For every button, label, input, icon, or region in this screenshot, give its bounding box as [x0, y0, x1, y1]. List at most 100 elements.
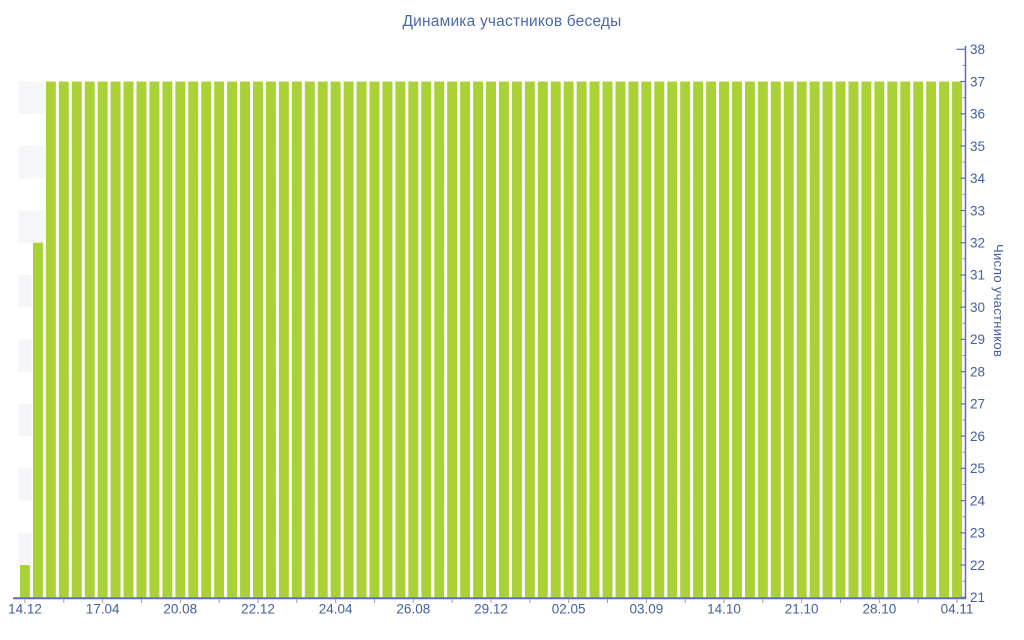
x-tick-label: 20.08	[163, 602, 197, 617]
bar[interactable]	[486, 81, 496, 598]
bar[interactable]	[201, 81, 212, 598]
x-tick-label: 21.10	[785, 602, 819, 617]
bar[interactable]	[317, 81, 328, 598]
y-tick-label: 33	[970, 203, 985, 218]
bar[interactable]	[602, 81, 613, 598]
bar[interactable]	[861, 81, 872, 598]
x-tick-label: 22.12	[241, 602, 275, 617]
bar[interactable]	[97, 81, 108, 598]
bar[interactable]	[952, 81, 962, 598]
y-tick-label: 32	[970, 236, 985, 251]
bar[interactable]	[136, 81, 147, 598]
y-tick-label: 24	[970, 493, 986, 508]
bar[interactable]	[926, 81, 937, 598]
bar[interactable]	[809, 81, 820, 598]
y-tick-label: 29	[970, 332, 985, 347]
y-tick-label: 22	[970, 558, 985, 573]
bar[interactable]	[563, 81, 574, 598]
y-tick-label: 30	[970, 300, 985, 315]
bar[interactable]	[227, 81, 238, 598]
bar[interactable]	[110, 81, 121, 598]
bar[interactable]	[291, 81, 302, 598]
bar[interactable]	[887, 81, 898, 598]
bar[interactable]	[680, 81, 691, 598]
bar[interactable]	[408, 81, 419, 598]
bar[interactable]	[356, 81, 367, 598]
bar[interactable]	[550, 81, 561, 598]
bar[interactable]	[576, 81, 587, 598]
bar[interactable]	[71, 81, 82, 598]
bar[interactable]	[913, 81, 924, 598]
bar[interactable]	[654, 81, 665, 598]
bar[interactable]	[770, 81, 781, 598]
bar[interactable]	[848, 81, 859, 598]
bar[interactable]	[278, 81, 289, 598]
bar[interactable]	[939, 81, 950, 598]
bar[interactable]	[498, 81, 509, 598]
bar[interactable]	[731, 81, 742, 598]
y-tick-label: 38	[970, 42, 985, 57]
y-tick-label: 27	[970, 397, 985, 412]
bar[interactable]	[783, 81, 794, 598]
bar[interactable]	[20, 565, 30, 598]
x-tick-label: 26.08	[396, 602, 430, 617]
bar[interactable]	[343, 81, 354, 598]
bar[interactable]	[796, 81, 807, 598]
bar[interactable]	[524, 81, 535, 598]
bar[interactable]	[460, 81, 471, 598]
bar[interactable]	[693, 81, 704, 598]
bar[interactable]	[149, 81, 160, 598]
y-tick-label: 21	[970, 590, 985, 605]
bar[interactable]	[265, 81, 276, 598]
y-tick-label: 35	[970, 139, 985, 154]
y-tick-label: 28	[970, 364, 985, 379]
chart-title: Динамика участников беседы	[402, 13, 622, 30]
bar[interactable]	[706, 81, 717, 598]
bar[interactable]	[382, 81, 393, 598]
bar[interactable]	[589, 81, 600, 598]
bar[interactable]	[304, 81, 315, 598]
y-tick-label: 23	[970, 526, 985, 541]
y-tick-label: 31	[970, 268, 985, 283]
bar[interactable]	[240, 81, 251, 598]
bar[interactable]	[473, 81, 484, 598]
x-tick-label: 28.10	[862, 602, 896, 617]
bar[interactable]	[822, 81, 833, 598]
bar[interactable]	[447, 81, 458, 598]
y-tick-label: 37	[970, 74, 985, 89]
bar[interactable]	[537, 81, 548, 598]
bar[interactable]	[58, 81, 69, 598]
y-tick-label: 25	[970, 461, 985, 476]
bar[interactable]	[434, 81, 445, 598]
bar[interactable]	[84, 81, 95, 598]
bar[interactable]	[45, 81, 56, 598]
bar[interactable]	[641, 81, 652, 598]
bar[interactable]	[744, 81, 755, 598]
y-tick-label: 34	[970, 171, 986, 186]
bar[interactable]	[719, 81, 729, 598]
bar[interactable]	[900, 81, 911, 598]
x-tick-label: 17.04	[86, 602, 120, 617]
bar[interactable]	[188, 81, 199, 598]
bar[interactable]	[874, 81, 885, 598]
bar[interactable]	[757, 81, 768, 598]
x-tick-label: 24.04	[319, 602, 353, 617]
bar[interactable]	[123, 81, 134, 598]
bar[interactable]	[369, 81, 380, 598]
bar[interactable]	[253, 81, 263, 598]
bar[interactable]	[667, 81, 678, 598]
bar[interactable]	[162, 81, 173, 598]
bar[interactable]	[214, 81, 225, 598]
bar[interactable]	[32, 242, 43, 598]
bar[interactable]	[175, 81, 186, 598]
bar[interactable]	[330, 81, 341, 598]
bar[interactable]	[511, 81, 522, 598]
bar[interactable]	[628, 81, 639, 598]
bar[interactable]	[395, 81, 406, 598]
bar[interactable]	[615, 81, 626, 598]
bar[interactable]	[835, 81, 846, 598]
x-tick-label: 03.09	[629, 602, 663, 617]
bar[interactable]	[421, 81, 432, 598]
x-tick-label: 14.10	[707, 602, 741, 617]
